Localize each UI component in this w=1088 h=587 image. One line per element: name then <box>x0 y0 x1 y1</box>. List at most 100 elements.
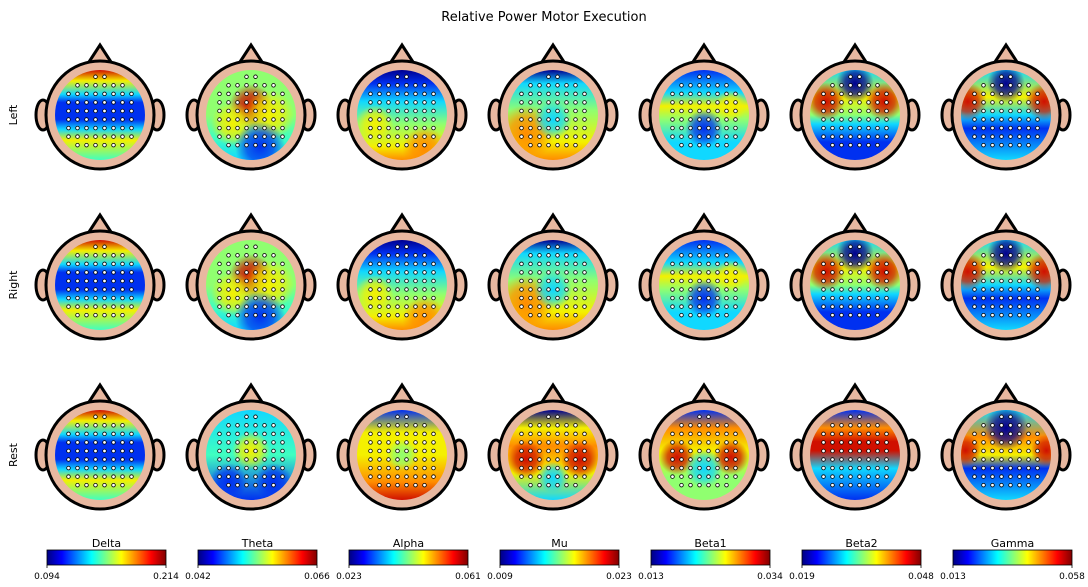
electrode <box>858 415 862 419</box>
electrode <box>369 126 373 130</box>
electrode <box>707 109 711 113</box>
electrode <box>227 296 231 300</box>
electrode <box>716 475 720 479</box>
electrode <box>556 118 560 122</box>
electrode <box>1009 483 1013 487</box>
electrode <box>85 126 89 130</box>
electrode <box>1018 432 1022 436</box>
electrode <box>1027 313 1031 317</box>
electrode <box>1036 458 1040 462</box>
electrode <box>254 101 258 105</box>
electrode <box>112 475 116 479</box>
electrode <box>556 288 560 292</box>
electrode <box>396 432 400 436</box>
electrode <box>94 313 98 317</box>
electrode <box>538 92 542 96</box>
electrode <box>849 118 853 122</box>
electrode <box>254 475 258 479</box>
electrode <box>822 101 826 105</box>
figure-title: Relative Power Motor Execution <box>441 10 647 25</box>
electrode <box>387 254 391 258</box>
electrode <box>112 92 116 96</box>
electrode <box>369 475 373 479</box>
electrode <box>378 441 382 445</box>
electrode <box>734 135 738 139</box>
electrode <box>716 288 720 292</box>
electrode <box>574 441 578 445</box>
electrode <box>414 279 418 283</box>
electrode <box>574 296 578 300</box>
electrode <box>1000 279 1004 283</box>
colorbar <box>953 550 1072 565</box>
electrode <box>822 441 826 445</box>
electrode <box>432 126 436 130</box>
electrode <box>973 458 977 462</box>
electrode <box>245 84 249 88</box>
electrode <box>689 475 693 479</box>
electrode <box>698 279 702 283</box>
electrode <box>556 75 560 79</box>
electrode <box>245 92 249 96</box>
heatmap <box>55 70 145 160</box>
electrode <box>103 84 107 88</box>
electrode <box>369 449 373 453</box>
electrode <box>387 135 391 139</box>
electrode <box>698 475 702 479</box>
electrode <box>725 279 729 283</box>
electrode <box>849 313 853 317</box>
electrode <box>725 101 729 105</box>
electrode <box>725 466 729 470</box>
electrode <box>547 288 551 292</box>
electrode <box>885 101 889 105</box>
electrode <box>1027 84 1031 88</box>
electrode <box>236 84 240 88</box>
electrode <box>529 92 533 96</box>
electrode <box>67 288 71 292</box>
electrode <box>94 432 98 436</box>
colorbar-label: Beta1 <box>694 537 726 550</box>
electrode <box>423 126 427 130</box>
electrode <box>121 135 125 139</box>
electrode <box>245 143 249 147</box>
electrode <box>396 84 400 88</box>
electrode <box>698 466 702 470</box>
electrode <box>734 305 738 309</box>
electrode <box>236 271 240 275</box>
electrode <box>85 475 89 479</box>
electrode <box>85 118 89 122</box>
electrode <box>831 143 835 147</box>
electrode <box>1036 475 1040 479</box>
electrode <box>218 92 222 96</box>
electrode <box>991 449 995 453</box>
electrode <box>725 449 729 453</box>
electrode <box>378 109 382 113</box>
electrode <box>1018 271 1022 275</box>
electrode <box>432 449 436 453</box>
electrode <box>671 288 675 292</box>
electrode <box>263 84 267 88</box>
electrode <box>991 279 995 283</box>
electrode <box>1036 271 1040 275</box>
electrode <box>405 475 409 479</box>
electrode <box>1009 458 1013 462</box>
colorbar-tick-label: 0.042 <box>185 572 211 582</box>
electrode <box>236 305 240 309</box>
electrode <box>1000 262 1004 266</box>
electrode <box>1009 305 1013 309</box>
electrode <box>520 271 524 275</box>
electrode <box>263 466 267 470</box>
electrode <box>520 466 524 470</box>
electrode <box>236 254 240 258</box>
electrode <box>1009 254 1013 258</box>
electrode <box>725 288 729 292</box>
electrode <box>725 424 729 428</box>
electrode <box>1018 458 1022 462</box>
electrode <box>707 92 711 96</box>
electrode <box>680 92 684 96</box>
electrode <box>396 271 400 275</box>
electrode <box>707 449 711 453</box>
electrode <box>405 449 409 453</box>
electrode <box>245 415 249 419</box>
electrode <box>112 288 116 292</box>
electrode <box>574 288 578 292</box>
